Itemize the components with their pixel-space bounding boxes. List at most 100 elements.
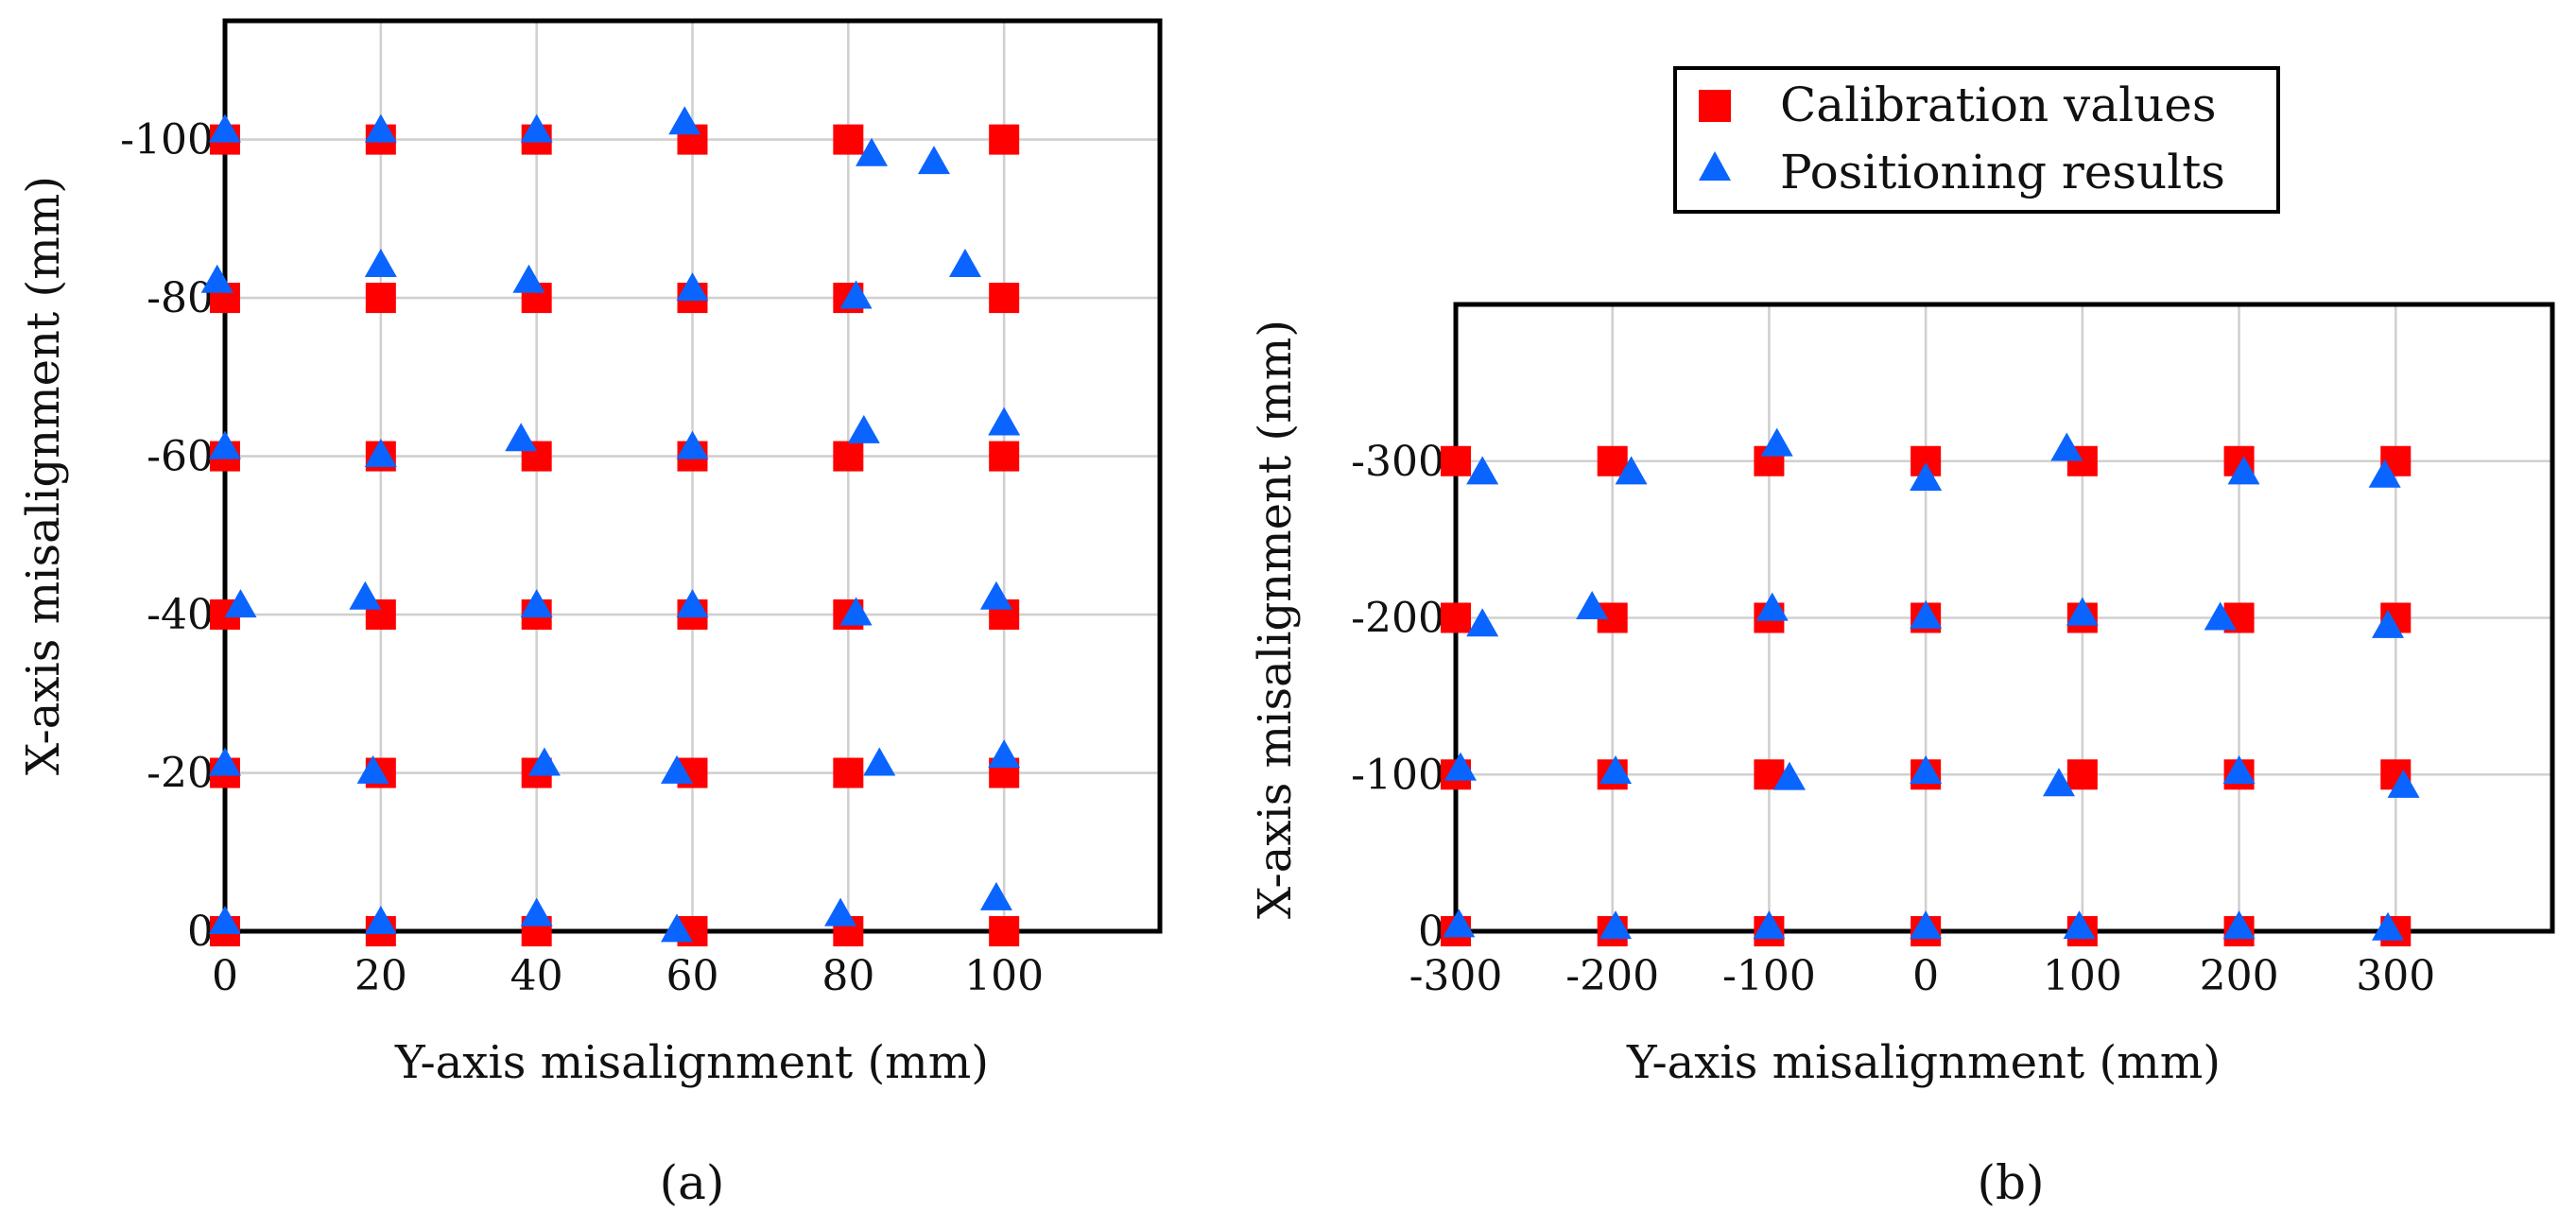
legend: Calibration values Positioning results	[1673, 66, 2280, 214]
positioning-point	[364, 438, 397, 467]
legend-positioning-marker	[1699, 151, 1731, 181]
panel-a-points	[200, 106, 1021, 946]
positioning-point	[349, 580, 382, 610]
positioning-point	[209, 113, 241, 143]
positioning-point	[661, 913, 694, 943]
calibration-point	[833, 441, 864, 472]
calibration-point	[1597, 445, 1628, 476]
positioning-point	[224, 589, 257, 618]
positioning-point	[527, 747, 561, 776]
calibration-point	[365, 283, 396, 314]
positioning-point	[1910, 910, 1943, 940]
panel-b-y-tick-label: -300	[1351, 438, 1444, 486]
panel-a-x-tick-label: 0	[212, 952, 238, 1000]
positioning-point	[979, 580, 1012, 610]
positioning-point	[2063, 910, 2096, 940]
positioning-point	[1760, 427, 1793, 457]
positioning-point	[2368, 459, 2401, 488]
panel-b-x-tick-label: 300	[2356, 952, 2435, 1000]
positioning-point	[1599, 910, 1633, 940]
positioning-point	[1615, 456, 1648, 485]
positioning-point	[676, 430, 709, 459]
panel-b-points	[1441, 427, 2420, 946]
positioning-point	[1444, 752, 1477, 781]
panel-a-x-axis-label: Y-axis misalignment (mm)	[394, 1036, 989, 1089]
panel-a-y-tick-label: -40	[147, 591, 214, 639]
panel-a-y-tick-label: -20	[147, 750, 214, 798]
positioning-point	[356, 754, 389, 784]
legend-calibration-marker	[1699, 90, 1731, 122]
legend-positioning-label: Positioning results	[1780, 145, 2225, 199]
panel-b-y-tick-label: -100	[1351, 751, 1444, 799]
positioning-point	[1576, 590, 1609, 619]
panel-a-caption: (a)	[660, 1155, 725, 1210]
calibration-point	[1441, 602, 1471, 633]
panel-a-x-tick-label: 100	[964, 952, 1044, 1000]
positioning-point	[988, 407, 1021, 436]
positioning-point	[209, 906, 241, 935]
positioning-point	[2222, 910, 2256, 940]
positioning-point	[2372, 609, 2404, 638]
positioning-point	[512, 264, 545, 293]
panel-a-y-axis-label: X-axis misalignment (mm)	[17, 176, 70, 775]
panel-a-x-tick-label: 80	[821, 952, 874, 1000]
positioning-point	[505, 423, 538, 452]
calibration-point	[989, 916, 1020, 946]
positioning-point	[2222, 754, 2256, 784]
positioning-point	[209, 747, 241, 776]
calibration-point	[989, 441, 1020, 472]
positioning-point	[856, 137, 889, 166]
positioning-point	[676, 589, 709, 618]
positioning-point	[364, 113, 397, 143]
positioning-point	[1755, 592, 1789, 621]
positioning-point	[2043, 768, 2075, 797]
positioning-point	[1910, 599, 1943, 629]
panel-b-x-tick-label: 100	[2043, 952, 2122, 1000]
positioning-point	[676, 272, 709, 302]
calibration-point	[1441, 445, 1471, 476]
panel-b-y-tick-label: 0	[1418, 908, 1444, 956]
positioning-point	[2387, 769, 2420, 798]
panel-b-y-axis-label: X-axis misalignment (mm)	[1249, 320, 1302, 919]
positioning-point	[839, 280, 873, 309]
positioning-point	[863, 747, 896, 776]
legend-calibration-label: Calibration values	[1780, 78, 2217, 132]
panel-a-y-tick-label: -100	[120, 116, 214, 165]
panel-a-chart: 0 20 40 60 80 100 0 -20 -40 -60 -80 -100 Y-axis mi…	[17, 18, 1163, 1210]
positioning-point	[847, 414, 880, 443]
panel-b-x-tick-label: 0	[1912, 952, 1939, 1000]
positioning-point	[364, 906, 397, 935]
panel-a-y-tick-label: -60	[147, 433, 214, 481]
positioning-point	[661, 754, 694, 784]
calibration-point	[989, 283, 1020, 314]
positioning-point	[917, 146, 950, 175]
calibration-point	[989, 124, 1020, 155]
positioning-point	[988, 739, 1021, 769]
positioning-point	[1443, 909, 1476, 938]
positioning-point	[839, 597, 873, 626]
panel-b-x-tick-label: -300	[1409, 952, 1503, 1000]
panel-b-x-tick-label: -100	[1722, 952, 1816, 1000]
positioning-point	[1466, 608, 1499, 637]
panel-b-x-tick-label: -200	[1565, 952, 1659, 1000]
positioning-point	[1910, 462, 1943, 492]
calibration-point	[833, 757, 864, 788]
panel-a-y-tick-label: 0	[187, 908, 214, 956]
positioning-point	[520, 897, 553, 927]
positioning-point	[2050, 432, 2083, 461]
positioning-point	[2372, 911, 2404, 941]
panel-b-chart: -300 -200 -100 0 100 200 300 0 -100 -200 -300 Y-a…	[1249, 302, 2555, 1210]
positioning-point	[1599, 754, 1633, 784]
panel-b-x-tick-label: 200	[2200, 952, 2279, 1000]
positioning-point	[1910, 754, 1943, 784]
positioning-point	[979, 881, 1012, 910]
positioning-point	[2204, 601, 2237, 631]
positioning-point	[520, 589, 553, 618]
positioning-point	[1466, 456, 1499, 485]
panel-a-x-tick-label: 40	[510, 952, 563, 1000]
positioning-point	[824, 897, 857, 927]
positioning-point	[2066, 597, 2099, 626]
panel-a-grid	[223, 21, 1160, 933]
positioning-point	[2227, 456, 2260, 485]
